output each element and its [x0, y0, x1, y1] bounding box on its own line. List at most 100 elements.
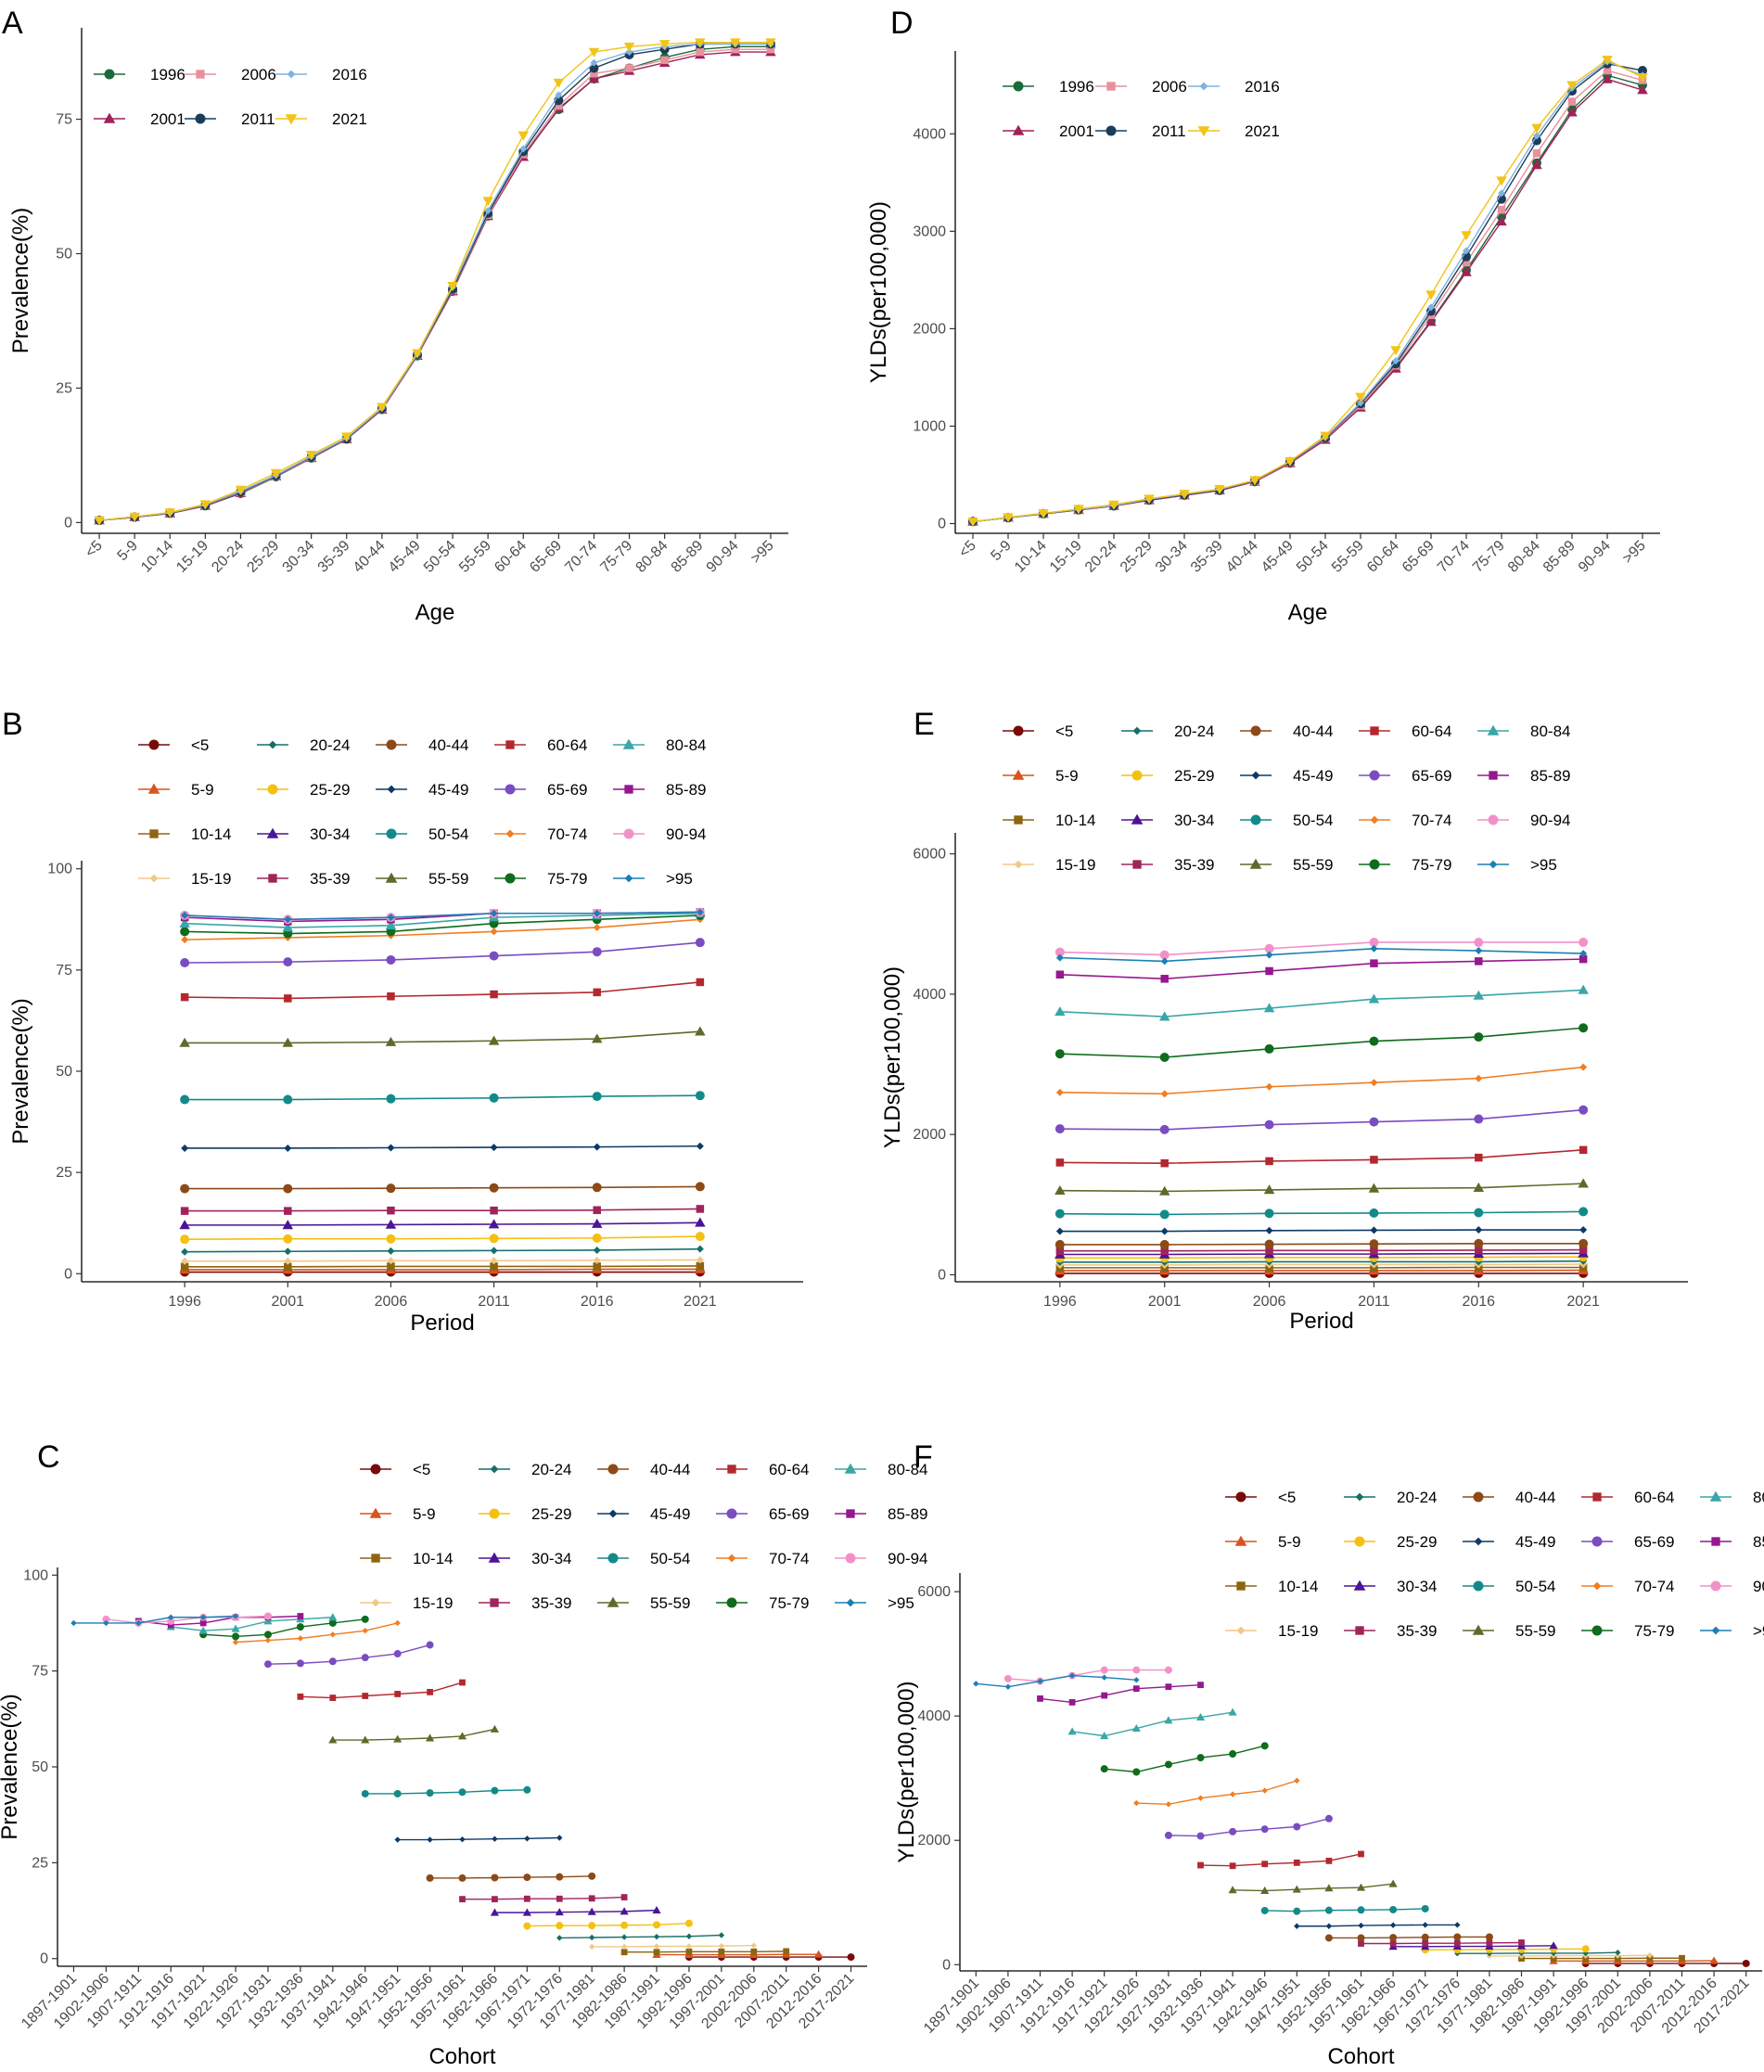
panel-f-legend-label: 40-44 — [1515, 1489, 1555, 1506]
panel-e-legend-label: 25-29 — [1174, 767, 1214, 785]
panel-e-point-65-69 — [1055, 1124, 1065, 1134]
panel-e-legend-label: 55-59 — [1293, 856, 1333, 874]
panel-f-point-70-74 — [1165, 1801, 1172, 1808]
panel-e-point-35-39 — [1160, 1247, 1169, 1255]
panel-b-point-40-44 — [283, 1183, 293, 1194]
panel-f-point-50-54 — [1324, 1906, 1333, 1914]
panel-f-point-60-64 — [1325, 1857, 1333, 1864]
panel-a-legend-item-1996: 1996 — [94, 66, 185, 83]
panel-f-legend-marker — [1353, 1580, 1366, 1591]
panel-b-point-40-44 — [695, 1182, 705, 1192]
panel-e-point-45-49 — [1370, 1226, 1378, 1234]
panel-b-legend-label: 75-79 — [547, 870, 587, 888]
panel-f-legend-marker — [1354, 1536, 1365, 1547]
panel-b-legend-item-60-64: 60-64 — [494, 736, 587, 754]
panel-f-series-gt95 — [973, 1672, 1140, 1690]
panel-a-legend-item-2021: 2021 — [275, 110, 367, 128]
panel-b-point-40-44 — [489, 1183, 499, 1193]
panel-e-legend-marker — [1014, 815, 1023, 825]
panel-c-point-60-64 — [362, 1693, 369, 1699]
panel-f-series-55-59 — [1228, 1879, 1398, 1894]
panel-f-legend-item-30-34: 30-34 — [1344, 1578, 1437, 1595]
panel-c-point-25-29 — [653, 1921, 661, 1929]
panel-e-point-60-64 — [1265, 1157, 1273, 1166]
panel-c-legend-label: 85-89 — [888, 1505, 927, 1523]
panel-b-point-35-39 — [593, 1206, 601, 1214]
panel-f-point-gt95 — [1037, 1678, 1043, 1684]
panel-b-point-30-34 — [488, 1219, 500, 1229]
panel-c-point-75-79 — [263, 1631, 272, 1639]
panel-c-point-65-69 — [426, 1641, 434, 1649]
panel-b-point-40-44 — [386, 1183, 396, 1194]
panel-e-point-gt95 — [1055, 953, 1064, 962]
panel-f-legend-label: 20-24 — [1397, 1489, 1437, 1506]
panel-b-legend-label: 90-94 — [666, 825, 706, 843]
panel-e-point-40-44 — [1055, 1239, 1065, 1249]
panel-c-line-35-39 — [462, 1896, 625, 1900]
panel-d-legend: 1996 2006 2016 2001 2011 2021 — [1003, 78, 1280, 140]
panel-a-legend-item-2006: 2006 — [185, 66, 276, 83]
panel-c-point-35-39 — [588, 1895, 595, 1902]
panel-a-xtick-label: 90-94 — [704, 538, 742, 576]
panel-f-point-75-79 — [1260, 1742, 1269, 1750]
panel-f-point-40-44 — [1324, 1934, 1333, 1942]
panel-c-legend-label: <5 — [413, 1461, 430, 1478]
panel-d-legend-label: 2021 — [1245, 122, 1280, 140]
panel-c-point-75-79 — [361, 1615, 369, 1623]
panel-c-legend-label: 40-44 — [650, 1461, 690, 1478]
panel-c-point-35-39 — [492, 1896, 498, 1903]
panel-c-line-75-79 — [203, 1618, 365, 1638]
panel-b-point-10-14 — [593, 1262, 601, 1271]
panel-b-ytick-label: 25 — [56, 1165, 72, 1181]
panel-a-legend-label: 2011 — [241, 110, 275, 128]
panel-b-legend-label: 85-89 — [666, 781, 706, 799]
panel-d-point-2001 — [1461, 266, 1472, 276]
panel-a-y-title: Prevalence(%) — [8, 208, 33, 353]
panel-a-point-2016 — [590, 58, 598, 67]
panel-a-legend: 1996 2006 2016 2001 2011 2021 — [94, 66, 367, 128]
panel-d-point-2001 — [1531, 160, 1542, 170]
panel-c-legend-marker — [488, 1552, 501, 1563]
panel-c-series-25-29 — [523, 1919, 693, 1930]
panel-b: B 0 25 50 75 100 1996 2001 2006 2011 2016 2021 Perio… — [2, 707, 803, 1336]
panel-b-point-45-49 — [181, 1144, 189, 1152]
panel-b-point-gt95 — [387, 914, 395, 922]
panel-c-legend-marker — [490, 1598, 499, 1607]
panel-e-legend-marker — [1250, 814, 1261, 825]
panel-b-point-80-84 — [179, 917, 190, 927]
panel-b-legend-marker — [623, 828, 634, 839]
panel-e-point-50-54 — [1474, 1208, 1484, 1218]
panel-f-point-gt95 — [973, 1681, 979, 1687]
panel-c-legend-item-85-89: 85-89 — [835, 1505, 927, 1523]
panel-d-ytick-label: 2000 — [913, 321, 946, 337]
panel-e-legend-item-80-84: 80-84 — [1477, 723, 1570, 740]
panel-c-point-25-29 — [684, 1919, 693, 1927]
panel-c-point-20-24 — [620, 1934, 628, 1940]
panel-e-legend-label: 40-44 — [1293, 723, 1333, 740]
panel-d-xtick-label: 15-19 — [1047, 538, 1085, 576]
panel-e-line-70-74 — [1059, 1066, 1584, 1095]
panel-a-xtick-label: 85-89 — [669, 538, 707, 576]
panel-a-series-1996 — [95, 42, 775, 526]
panel-f-legend-marker — [1710, 1580, 1721, 1592]
panel-a-point-2021 — [482, 197, 493, 207]
panel-e-point-90-94 — [1264, 943, 1274, 953]
panel-f-series-40-44 — [1324, 1933, 1493, 1942]
panel-a-legend-label: 1996 — [150, 66, 185, 83]
panel-e-legend-label: 70-74 — [1412, 812, 1451, 829]
panel-b-point-20-24 — [490, 1247, 498, 1255]
panel-c-point-10-14 — [750, 1948, 758, 1955]
panel-e-point-35-39 — [1370, 1247, 1378, 1255]
panel-a-point-2021 — [164, 508, 175, 518]
panel-f-legend-marker — [1474, 1537, 1483, 1546]
panel-b-ytick-label: 100 — [47, 862, 72, 877]
panel-b-legend-marker — [386, 828, 397, 839]
panel-e-point-40-44 — [1369, 1239, 1379, 1249]
panel-e-point-40-44 — [1264, 1239, 1274, 1249]
panel-d-legend-item-2001: 2001 — [1003, 122, 1094, 140]
panel-b-point-65-69 — [695, 938, 705, 948]
panel-e-point-60-64 — [1370, 1156, 1378, 1164]
panel-f-legend-item-55-59: 55-59 — [1463, 1622, 1555, 1640]
panel-f-legend-item-35-39: 35-39 — [1344, 1622, 1437, 1640]
panel-e-line-65-69 — [1059, 1108, 1584, 1131]
